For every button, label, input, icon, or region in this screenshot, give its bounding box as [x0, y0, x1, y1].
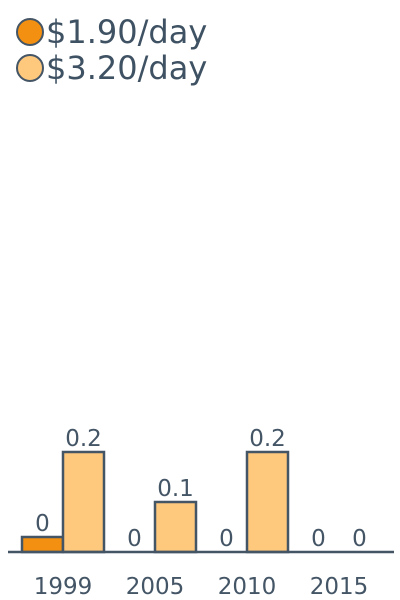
x-tick-label-2005: 2005 — [126, 574, 185, 600]
x-tick-label-2010: 2010 — [218, 574, 277, 600]
value-label-1999-series-1: 0 — [35, 511, 50, 537]
legend-label-series-1: $1.90/day — [46, 13, 208, 51]
value-label-2015-series-1: 0 — [311, 526, 326, 552]
legend-label-series-2: $3.20/day — [46, 49, 208, 87]
bar-1999-series-2 — [61, 450, 106, 554]
bar-2005-series-2 — [153, 500, 198, 554]
bars-group — [20, 450, 290, 554]
value-label-1999-series-2: 0.2 — [65, 426, 102, 452]
legend-swatch-series-1 — [16, 18, 44, 46]
legend-item-series-2[interactable]: $3.20/day — [16, 50, 207, 86]
bar-2010-series-2 — [245, 450, 290, 554]
legend-item-series-1[interactable]: $1.90/day — [16, 14, 207, 50]
value-label-2010-series-2: 0.2 — [249, 426, 286, 452]
legend-swatch-series-2 — [16, 54, 44, 82]
bar-1999-series-1 — [20, 535, 65, 554]
value-label-2005-series-1: 0 — [127, 526, 142, 552]
value-label-2015-series-2: 0 — [352, 526, 367, 552]
x-tick-label-2015: 2015 — [310, 574, 369, 600]
value-label-2005-series-2: 0.1 — [157, 476, 194, 502]
value-labels-group: 00.200.100.20 0 — [35, 426, 367, 552]
value-label-2010-series-1: 0 — [219, 526, 234, 552]
x-tick-label-1999: 1999 — [34, 574, 93, 600]
chart-legend: $1.90/day $3.20/day — [16, 14, 207, 86]
x-tick-labels-group: 1999 2005 2010 2015 — [34, 574, 369, 600]
